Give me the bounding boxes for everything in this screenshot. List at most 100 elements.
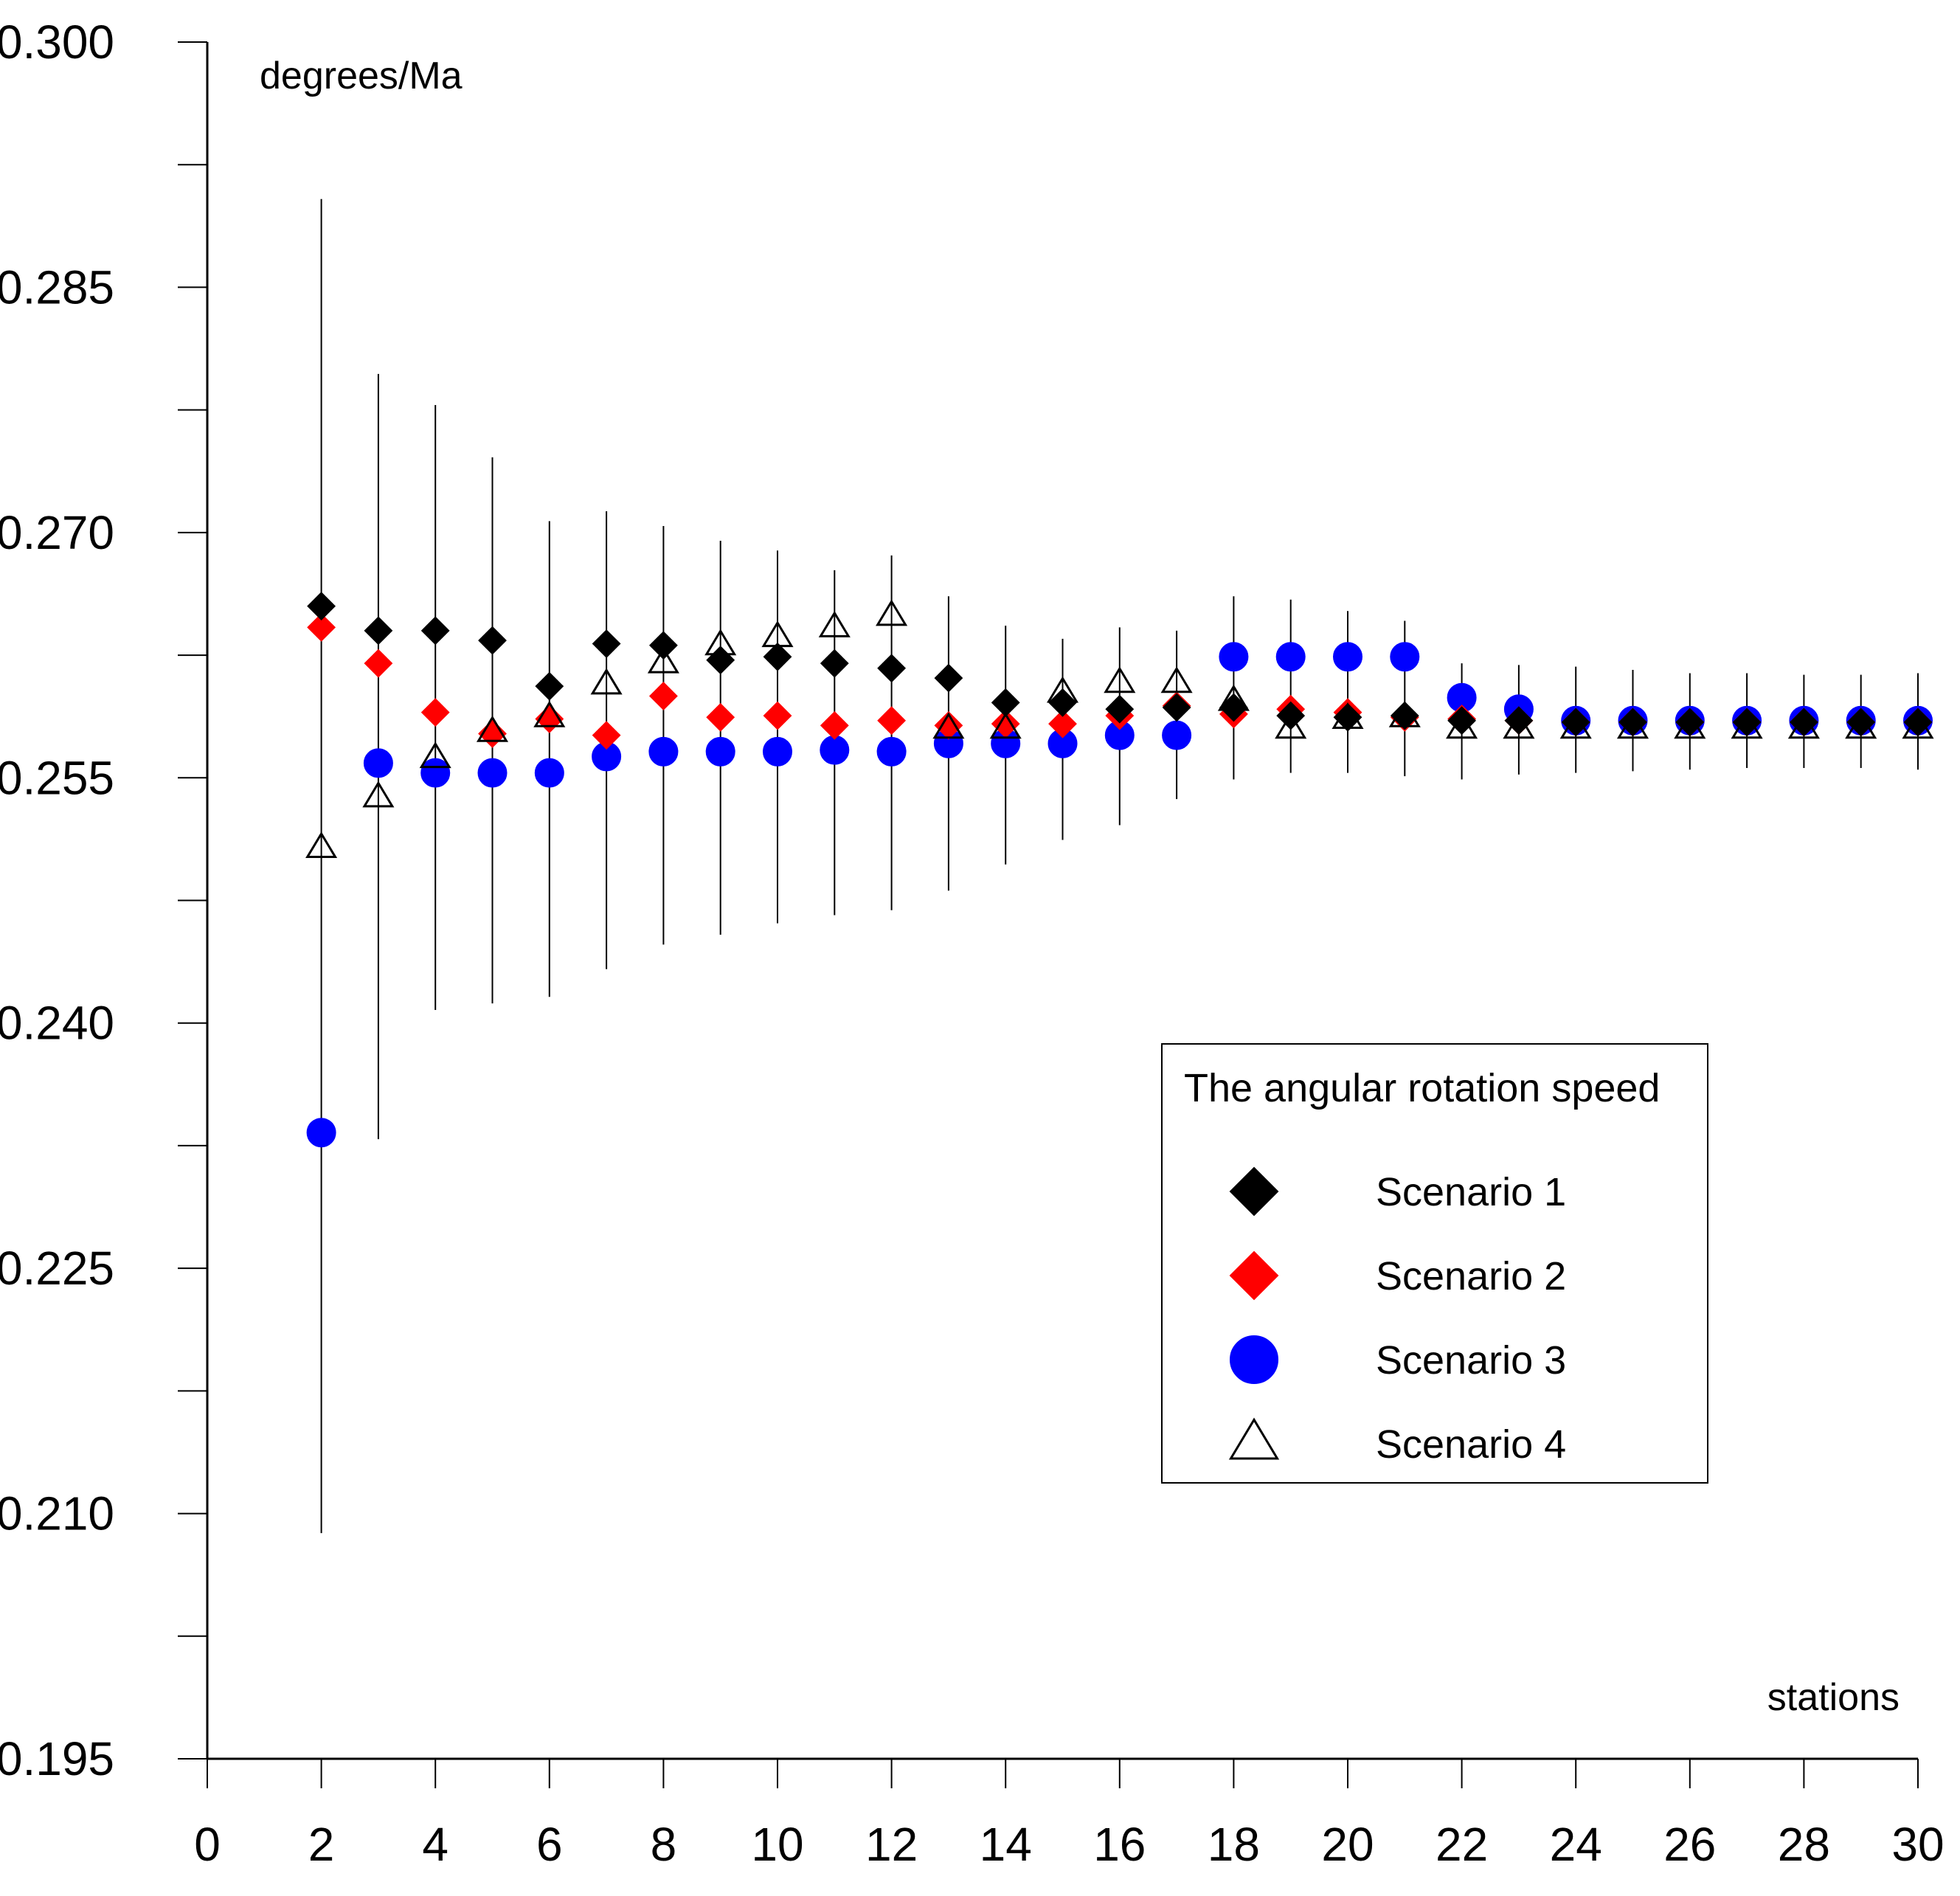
data-point	[1333, 642, 1362, 672]
data-point	[1388, 700, 1421, 727]
data-point	[706, 702, 735, 732]
y-tick-label: 0.255	[0, 751, 114, 804]
data-point	[1787, 712, 1820, 739]
y-tick-label: 0.300	[0, 15, 114, 69]
data-point	[1503, 712, 1535, 739]
data-point	[1275, 712, 1307, 739]
data-point	[305, 831, 338, 859]
data-point	[763, 642, 792, 671]
data-point	[932, 712, 965, 739]
x-tick-label: 10	[751, 1818, 803, 1871]
legend: The angular rotation speed Scenario 1Sce…	[1161, 1043, 1708, 1484]
legend-marker	[1229, 1166, 1279, 1217]
data-point	[934, 710, 963, 740]
data-point	[307, 592, 336, 620]
legend-entry-scenario-2: Scenario 2	[1229, 1250, 1566, 1301]
y-tick-label: 0.225	[0, 1242, 114, 1295]
legend-label: Scenario 2	[1376, 1254, 1566, 1298]
data-point	[1162, 693, 1191, 722]
legend-label: Scenario 1	[1376, 1170, 1566, 1214]
data-point	[648, 736, 679, 767]
x-axis-title: stations	[1767, 1676, 1900, 1719]
x-tick-label: 26	[1663, 1818, 1716, 1871]
x-tick-label: 8	[651, 1818, 677, 1871]
data-point	[364, 616, 393, 646]
data-point	[1789, 707, 1818, 737]
data-point	[420, 758, 451, 788]
data-series	[305, 592, 1934, 1148]
data-point	[590, 668, 623, 695]
data-point	[1559, 712, 1592, 739]
data-point	[763, 736, 792, 767]
data-point	[1675, 707, 1705, 737]
x-tick-label: 14	[980, 1818, 1032, 1871]
legend-entries: Scenario 1 Scenario 2 Scenario 3 Scenario 4	[1228, 1166, 1566, 1467]
data-point	[763, 701, 792, 730]
data-point	[1731, 712, 1763, 739]
data-point	[1160, 666, 1193, 693]
data-point	[1902, 712, 1934, 739]
data-point	[477, 758, 508, 788]
data-point	[1732, 707, 1762, 737]
data-point	[533, 700, 566, 727]
data-point	[306, 1118, 336, 1148]
y-tick-label: 0.240	[0, 997, 114, 1050]
data-point	[989, 712, 1022, 739]
data-point	[1275, 642, 1306, 672]
legend-marker	[1229, 1250, 1279, 1301]
data-point	[647, 646, 679, 674]
data-point	[478, 626, 507, 655]
data-point	[820, 710, 849, 740]
data-point	[1903, 707, 1933, 737]
y-tick-label: 0.210	[0, 1487, 114, 1540]
data-point	[1048, 709, 1077, 738]
data-point	[592, 721, 621, 750]
data-point	[818, 610, 851, 637]
data-point	[1446, 712, 1478, 739]
data-point	[1046, 676, 1079, 703]
x-tick-label: 2	[308, 1818, 335, 1871]
data-point	[1332, 702, 1364, 729]
legend-label: Scenario 3	[1376, 1338, 1566, 1383]
data-point	[419, 741, 451, 769]
data-point	[307, 612, 336, 642]
x-tick-label: 12	[865, 1818, 918, 1871]
data-point	[1846, 707, 1876, 737]
data-point	[876, 599, 908, 626]
data-point	[363, 748, 393, 778]
data-point	[420, 698, 450, 727]
data-point	[1219, 642, 1249, 672]
x-tick-label: 30	[1891, 1818, 1944, 1871]
data-point	[1616, 712, 1649, 739]
data-point	[1618, 707, 1647, 737]
data-point	[648, 631, 678, 660]
legend-marker	[1230, 1335, 1278, 1384]
data-point	[704, 629, 737, 656]
legend-marker	[1228, 1417, 1280, 1460]
data-point	[1845, 712, 1877, 739]
data-point	[876, 736, 907, 767]
y-tick-label: 0.285	[0, 260, 114, 314]
y-axis-title: degrees/Ma	[260, 55, 463, 97]
data-point	[362, 781, 395, 808]
legend-title: The angular rotation speed	[1184, 1066, 1660, 1110]
x-tick-label: 4	[422, 1818, 449, 1871]
data-point	[535, 671, 564, 701]
data-point	[705, 736, 735, 767]
data-point	[820, 648, 849, 678]
data-point	[476, 715, 509, 742]
data-point	[934, 663, 963, 693]
x-tick-label: 0	[194, 1818, 221, 1871]
legend-label: Scenario 4	[1376, 1422, 1566, 1467]
legend-entry-scenario-4: Scenario 4	[1228, 1417, 1566, 1467]
x-tick-label: 18	[1208, 1818, 1260, 1871]
data-point	[1333, 702, 1362, 732]
data-point	[1104, 666, 1136, 693]
series-scenario-4	[305, 599, 1934, 859]
data-point	[534, 758, 564, 788]
data-point	[820, 735, 850, 765]
data-point	[420, 616, 450, 646]
x-tick-label: 6	[536, 1818, 563, 1871]
